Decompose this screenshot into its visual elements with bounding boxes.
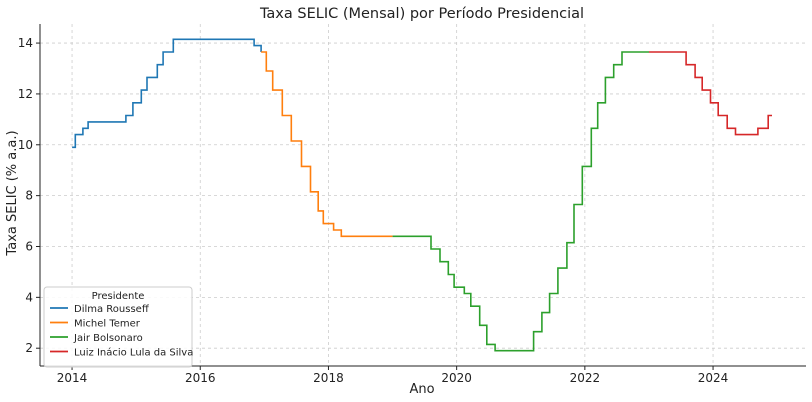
legend: Presidente Dilma Rousseff Michel Temer Jair… xyxy=(43,286,193,368)
tick-labels: 2014 2016 2018 2020 2022 2024 2 4 6 8 10 12 14 xyxy=(18,36,729,385)
x-tick-label: 2022 xyxy=(570,371,601,385)
chart-title: Taxa SELIC (Mensal) por Período Presiden… xyxy=(259,6,584,22)
y-tick-label: 6 xyxy=(25,239,33,253)
x-tick-label: 2024 xyxy=(698,371,729,385)
series-layer xyxy=(72,38,772,352)
series-line-1 xyxy=(72,38,262,149)
y-tick-label: 2 xyxy=(25,341,33,355)
y-tick-label: 14 xyxy=(18,36,33,50)
legend-title: Presidente xyxy=(92,291,145,302)
series-line-4 xyxy=(649,51,772,136)
legend-label-1: Dilma Rousseff xyxy=(74,304,150,315)
y-tick-label: 10 xyxy=(18,138,33,152)
x-tick-label: 2016 xyxy=(185,371,216,385)
legend-label-3: Jair Bolsonaro xyxy=(73,333,143,344)
legend-label-4: Luiz Inácio Lula da Silva xyxy=(74,347,193,359)
x-tick-label: 2014 xyxy=(57,371,88,385)
y-tick-label: 12 xyxy=(18,87,33,101)
x-tick-label: 2020 xyxy=(441,371,472,385)
series-line-3 xyxy=(392,51,649,352)
y-tick-label: 8 xyxy=(25,189,33,203)
x-axis-label: Ano xyxy=(409,382,434,397)
legend-label-2: Michel Temer xyxy=(74,319,141,330)
y-tick-label: 4 xyxy=(25,290,33,304)
x-tick-label: 2018 xyxy=(313,371,344,385)
legend-box xyxy=(43,286,193,368)
series-line-2 xyxy=(261,51,393,238)
y-axis-label: Taxa SELIC (% a.a.) xyxy=(5,130,20,256)
